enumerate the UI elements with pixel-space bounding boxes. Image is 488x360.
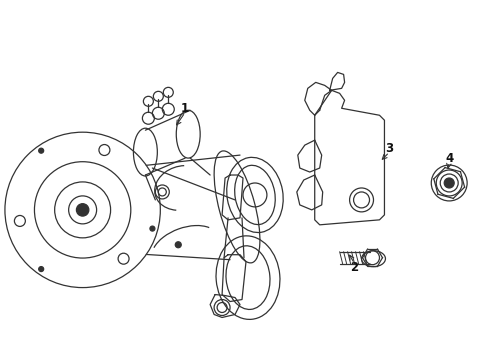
Circle shape (76, 204, 89, 216)
Circle shape (39, 148, 43, 153)
Circle shape (39, 267, 43, 271)
Circle shape (150, 226, 155, 231)
Text: 2: 2 (350, 261, 358, 274)
Text: 3: 3 (385, 141, 393, 155)
Circle shape (175, 242, 181, 248)
Text: 4: 4 (444, 152, 452, 165)
Text: 1: 1 (181, 102, 189, 115)
Circle shape (443, 178, 453, 188)
